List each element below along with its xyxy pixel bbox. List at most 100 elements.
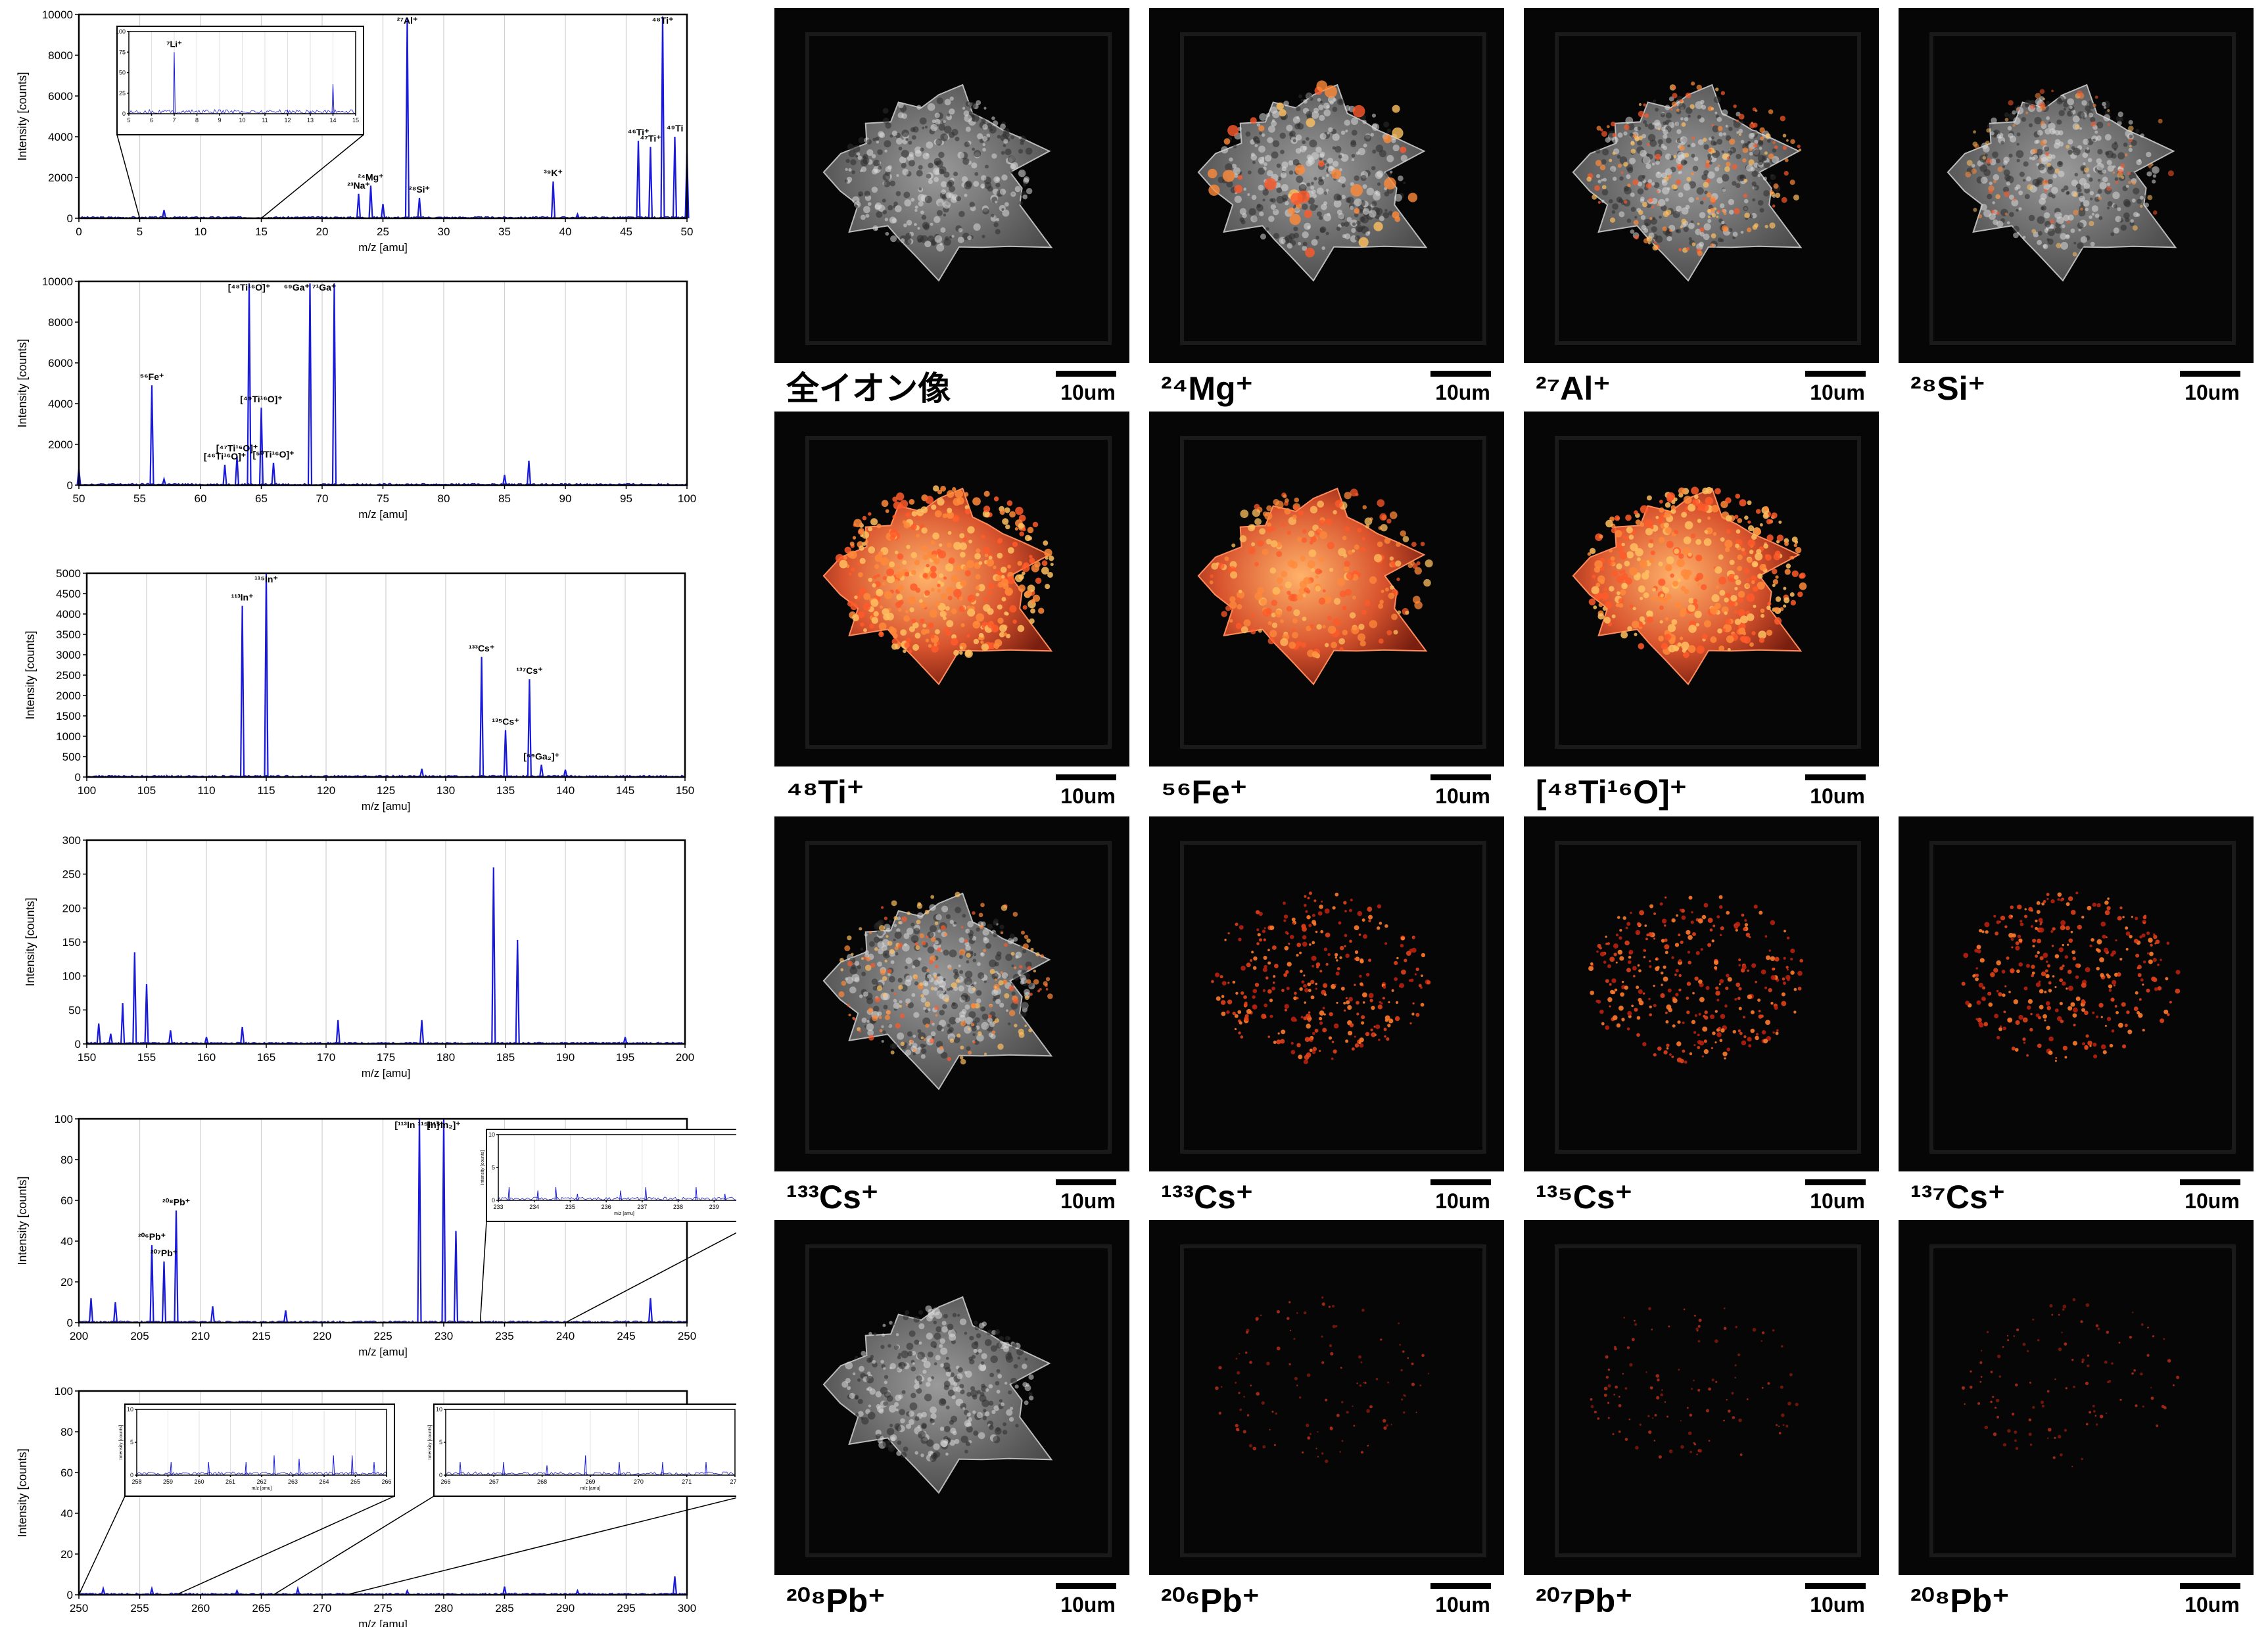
hot-spot xyxy=(1618,546,1623,551)
texture-dot xyxy=(2006,221,2010,225)
hot-spot xyxy=(839,559,848,569)
texture-dot xyxy=(1377,182,1381,186)
hot-spot xyxy=(1299,987,1303,991)
x-tick-label: 10 xyxy=(239,117,245,124)
texture-dot xyxy=(1319,227,1325,233)
hot-spot xyxy=(1760,1014,1764,1018)
texture-dot xyxy=(961,1008,967,1014)
hot-spot xyxy=(1727,648,1731,651)
hot-spot xyxy=(1763,543,1768,549)
hot-spot xyxy=(1310,506,1318,514)
texture-dot xyxy=(951,128,958,136)
hot-spot xyxy=(2062,1045,2068,1050)
hot-spot xyxy=(934,1005,939,1010)
hot-spot xyxy=(2036,910,2041,914)
hot-spot xyxy=(967,594,976,603)
hot-spot xyxy=(847,1004,850,1007)
hot-spot xyxy=(2010,915,2013,918)
hot-spot xyxy=(955,565,962,572)
texture-dot xyxy=(1743,206,1749,212)
hot-spot xyxy=(1004,611,1008,616)
hot-spot xyxy=(1653,912,1657,915)
zoom-connector xyxy=(116,134,141,219)
hot-spot xyxy=(1415,967,1419,972)
hot-spot xyxy=(1782,981,1787,985)
texture-dot xyxy=(893,999,897,1003)
texture-dot xyxy=(1256,123,1261,127)
texture-dot xyxy=(1006,1009,1009,1012)
hot-spot xyxy=(1766,605,1771,611)
hot-spot xyxy=(2039,1004,2044,1010)
hot-spot xyxy=(970,1023,975,1027)
hot-spot xyxy=(1770,956,1776,961)
hot-spot xyxy=(2024,908,2027,910)
texture-dot xyxy=(899,156,907,164)
texture-dot xyxy=(982,928,989,936)
x-tick-label: 70 xyxy=(316,492,329,505)
texture-dot xyxy=(995,954,1002,961)
texture-dot xyxy=(1002,209,1010,217)
hot-spot xyxy=(1307,897,1310,900)
hot-spot xyxy=(964,492,969,497)
hot-spot xyxy=(1638,1000,1644,1006)
hot-spot xyxy=(981,643,989,651)
hot-spot xyxy=(1676,108,1680,112)
texture-dot xyxy=(891,1043,897,1049)
texture-dot xyxy=(1712,125,1720,133)
hot-spot xyxy=(1386,1037,1390,1041)
hot-spot xyxy=(2111,1029,2115,1033)
hot-spot xyxy=(2098,196,2102,200)
hot-spot xyxy=(1755,981,1757,983)
hot-spot xyxy=(1365,524,1370,529)
hot-spot xyxy=(921,545,928,552)
hot-spot xyxy=(1276,551,1283,557)
hot-spot xyxy=(1394,1016,1400,1022)
ion-map xyxy=(805,32,1112,345)
hot-spot xyxy=(882,582,886,586)
texture-dot xyxy=(1687,144,1691,148)
texture-dot xyxy=(2082,152,2089,158)
hot-spot xyxy=(2153,935,2158,939)
hot-spot xyxy=(2149,951,2154,956)
hot-spot xyxy=(1668,1008,1672,1012)
hot-spot xyxy=(1596,126,1601,131)
texture-dot xyxy=(2037,216,2045,224)
hot-spot xyxy=(937,588,941,593)
hot-spot xyxy=(1308,891,1313,895)
hot-spot xyxy=(1609,586,1615,592)
hot-spot xyxy=(1310,536,1317,542)
y-tick-label: 5 xyxy=(439,1439,442,1446)
hot-spot xyxy=(1692,932,1696,936)
ion-image-tile xyxy=(1524,412,1879,766)
texture-dot xyxy=(2135,129,2140,133)
peak xyxy=(234,1588,240,1595)
texture-dot xyxy=(1740,139,1745,144)
hot-spot xyxy=(1250,613,1255,617)
texture-dot xyxy=(958,985,964,992)
hot-spot xyxy=(1307,982,1311,987)
y-tick-label: 10 xyxy=(488,1131,495,1138)
hot-spot xyxy=(1774,145,1778,149)
hot-spot xyxy=(926,563,930,568)
texture-dot xyxy=(1326,105,1330,109)
hot-spot xyxy=(1793,987,1797,991)
hot-spot xyxy=(1595,582,1601,588)
hot-spot xyxy=(1224,939,1227,941)
texture-dot xyxy=(992,120,999,126)
peak xyxy=(132,952,137,1045)
hot-spot xyxy=(1271,623,1278,628)
texture-dot xyxy=(940,1051,948,1059)
hot-spot xyxy=(1704,530,1708,534)
hot-spot xyxy=(1594,185,1600,191)
hot-spot xyxy=(1323,993,1327,997)
texture-dot xyxy=(1738,128,1743,133)
hot-spot xyxy=(1325,962,1329,966)
hot-spot xyxy=(889,529,898,538)
hot-spot xyxy=(1692,991,1695,995)
texture-dot xyxy=(1697,114,1702,120)
hot-spot xyxy=(1647,143,1650,147)
hot-spot xyxy=(1351,626,1359,634)
ion-map xyxy=(805,436,1112,749)
texture-dot xyxy=(1678,103,1686,110)
hot-spot xyxy=(980,903,985,908)
